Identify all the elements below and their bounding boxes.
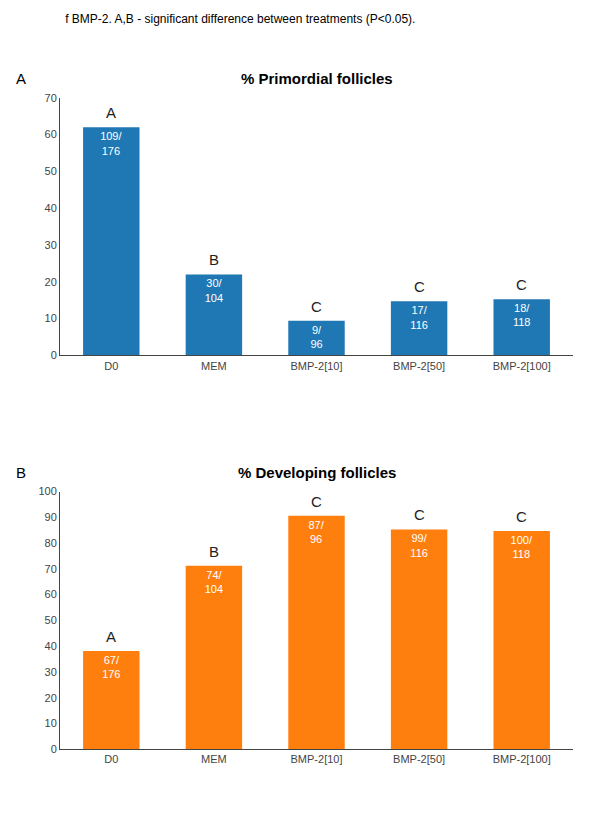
svg-text:90: 90 bbox=[45, 511, 57, 523]
svg-text:BMP-2[100]: BMP-2[100] bbox=[493, 360, 551, 372]
svg-text:87/96: 87/96 bbox=[308, 519, 324, 545]
svg-text:70: 70 bbox=[45, 92, 57, 104]
svg-text:% Primordial follicles: % Primordial follicles bbox=[241, 70, 393, 87]
svg-text:10: 10 bbox=[45, 717, 57, 729]
svg-text:0: 0 bbox=[51, 743, 57, 755]
svg-text:109/176: 109/176 bbox=[100, 130, 122, 156]
svg-text:40: 40 bbox=[45, 202, 57, 214]
svg-text:C: C bbox=[311, 493, 322, 510]
svg-text:10: 10 bbox=[45, 312, 57, 324]
svg-text:% Developing follicles: % Developing follicles bbox=[238, 464, 396, 481]
svg-text:MEM: MEM bbox=[201, 753, 227, 765]
svg-text:18/118: 18/118 bbox=[513, 302, 531, 328]
svg-text:C: C bbox=[516, 276, 527, 293]
svg-text:MEM: MEM bbox=[201, 360, 227, 372]
svg-text:C: C bbox=[414, 278, 425, 295]
svg-text:30: 30 bbox=[45, 239, 57, 251]
svg-text:9/96: 9/96 bbox=[310, 324, 322, 350]
svg-text:A: A bbox=[106, 628, 116, 645]
svg-text:BMP-2[10]: BMP-2[10] bbox=[291, 753, 343, 765]
svg-text:100: 100 bbox=[38, 485, 56, 497]
svg-text:50: 50 bbox=[45, 165, 57, 177]
svg-text:C: C bbox=[516, 508, 527, 525]
svg-text:B: B bbox=[16, 464, 26, 481]
svg-text:60: 60 bbox=[45, 128, 57, 140]
svg-text:67/176: 67/176 bbox=[102, 654, 120, 680]
svg-text:C: C bbox=[414, 506, 425, 523]
svg-text:BMP-2[50]: BMP-2[50] bbox=[393, 360, 445, 372]
svg-text:99/116: 99/116 bbox=[410, 532, 428, 558]
svg-text:80: 80 bbox=[45, 537, 57, 549]
svg-text:BMP-2[100]: BMP-2[100] bbox=[493, 753, 551, 765]
svg-text:70: 70 bbox=[45, 563, 57, 575]
svg-text:B: B bbox=[209, 543, 219, 560]
svg-text:f BMP-2. A,B - significant dif: f BMP-2. A,B - significant difference be… bbox=[65, 12, 415, 26]
svg-text:17/116: 17/116 bbox=[410, 304, 428, 330]
svg-text:C: C bbox=[311, 298, 322, 315]
svg-text:D0: D0 bbox=[104, 753, 118, 765]
svg-text:B: B bbox=[209, 251, 219, 268]
svg-text:30/104: 30/104 bbox=[205, 277, 223, 303]
svg-text:BMP-2[10]: BMP-2[10] bbox=[291, 360, 343, 372]
svg-text:74/104: 74/104 bbox=[205, 569, 223, 595]
svg-text:A: A bbox=[16, 70, 26, 87]
svg-text:A: A bbox=[106, 104, 116, 121]
svg-text:30: 30 bbox=[45, 666, 57, 678]
svg-text:50: 50 bbox=[45, 614, 57, 626]
svg-text:40: 40 bbox=[45, 640, 57, 652]
svg-text:D0: D0 bbox=[104, 360, 118, 372]
svg-text:100/118: 100/118 bbox=[511, 534, 533, 560]
svg-text:60: 60 bbox=[45, 588, 57, 600]
svg-text:20: 20 bbox=[45, 276, 57, 288]
svg-text:20: 20 bbox=[45, 692, 57, 704]
svg-text:BMP-2[50]: BMP-2[50] bbox=[393, 753, 445, 765]
svg-text:0: 0 bbox=[51, 349, 57, 361]
